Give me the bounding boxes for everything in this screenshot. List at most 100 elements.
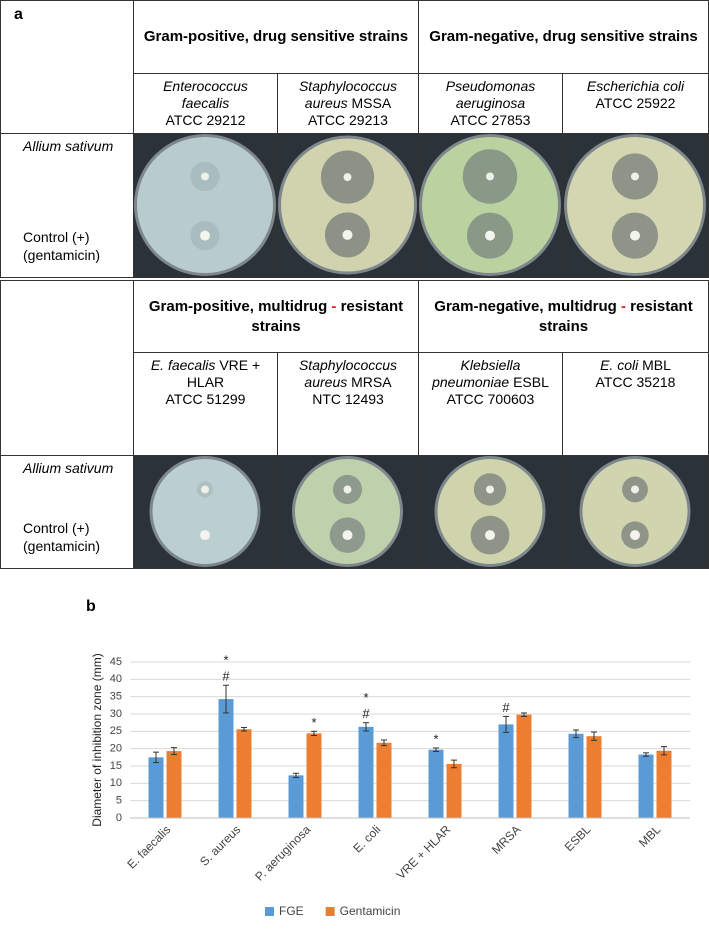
plate-photo bbox=[418, 455, 563, 569]
x-tick-label: P. aeruginosa bbox=[252, 822, 313, 883]
group-title: Gram-negative, multidrug - resistant str… bbox=[427, 297, 700, 337]
strain-name: Escherichia coli bbox=[569, 78, 702, 95]
plate-border bbox=[418, 133, 563, 278]
strain-cell: Pseudomonas aeruginosa ATCC 27853 bbox=[418, 73, 563, 134]
group-header: Gram-positive, drug sensitive strains bbox=[133, 0, 419, 74]
y-tick-label: 10 bbox=[110, 777, 122, 789]
bar bbox=[306, 733, 322, 818]
plate-border bbox=[562, 455, 709, 569]
row-label: Allium sativum bbox=[23, 460, 114, 476]
strain-tag: MRSA bbox=[351, 374, 392, 390]
species: E. faecalis bbox=[150, 357, 216, 373]
species: Enterococcus faecalis bbox=[163, 78, 248, 111]
species: Staphylococcus aureus bbox=[298, 357, 398, 390]
y-tick-label: 40 bbox=[110, 673, 122, 685]
bar bbox=[638, 754, 654, 818]
group-title: Gram-positive, drug sensitive strains bbox=[144, 27, 408, 47]
plate-photo bbox=[277, 455, 419, 569]
x-tick-label: S. aureus bbox=[197, 822, 243, 868]
row-label: Allium sativum bbox=[23, 138, 114, 154]
y-axis-label: Diameter of inhibition zone (mm) bbox=[90, 653, 104, 826]
x-tick-label: MBL bbox=[636, 822, 664, 850]
strain-code: NTC 12493 bbox=[312, 391, 384, 407]
row-label: Control (+) (gentamicin) bbox=[23, 229, 101, 263]
x-tick-label: MRSA bbox=[489, 822, 523, 856]
group-title: Gram-positive, multidrug - resistant str… bbox=[142, 297, 410, 337]
group-header: Gram-negative, multidrug - resistant str… bbox=[418, 280, 709, 353]
strain-code: ATCC 25922 bbox=[595, 95, 676, 111]
x-tick-label: VRE + HLAR bbox=[394, 822, 454, 882]
bar bbox=[218, 699, 234, 818]
group-header: Gram-negative, drug sensitive strains bbox=[418, 0, 709, 74]
plate-photo bbox=[277, 133, 419, 278]
group-title-part: Gram-negative, drug sensitive strains bbox=[429, 28, 698, 45]
significance-mark: * bbox=[433, 731, 438, 746]
group-title-part: resistant strains bbox=[251, 297, 404, 335]
group-title: Gram-negative, drug sensitive strains bbox=[429, 27, 697, 47]
legend-swatch bbox=[325, 907, 335, 916]
group-header: Gram-positive, multidrug - resistant str… bbox=[133, 280, 419, 353]
significance-mark: # bbox=[362, 706, 370, 721]
row-label-cell: Allium sativum Control (+) (gentamicin) bbox=[0, 455, 134, 569]
strain-cell: Staphylococcus aureus MRSA NTC 12493 bbox=[277, 352, 419, 456]
strain-cell: Enterococcus faecalis ATCC 29212 bbox=[133, 73, 278, 134]
strain-cell: Klebsiella pneumoniae ESBL ATCC 700603 bbox=[418, 352, 563, 456]
plate-photo bbox=[133, 455, 278, 569]
bar bbox=[288, 775, 304, 818]
y-tick-label: 45 bbox=[110, 656, 122, 668]
strain-tag: MSSA bbox=[351, 95, 392, 111]
strain-tag: VRE + HLAR bbox=[186, 357, 261, 390]
y-tick-label: 30 bbox=[110, 708, 122, 720]
plate-photo bbox=[418, 133, 563, 278]
plate-border bbox=[133, 133, 278, 278]
significance-mark: * bbox=[363, 690, 368, 705]
bar bbox=[148, 757, 164, 818]
bar bbox=[446, 763, 462, 818]
legend-label: FGE bbox=[279, 904, 304, 918]
x-tick-label: ESBL bbox=[562, 822, 594, 854]
bar bbox=[428, 749, 444, 818]
strain-cell: E. coli MBL ATCC 35218 bbox=[562, 352, 709, 456]
strain-name: E. coli MBL bbox=[569, 357, 702, 374]
strain-code: ATCC 27853 bbox=[450, 112, 531, 128]
strain-code: ATCC 35218 bbox=[595, 374, 676, 390]
row-label: Control (+) (gentamicin) bbox=[23, 520, 101, 554]
y-tick-label: 5 bbox=[116, 795, 122, 807]
strain-tag: MBL bbox=[642, 357, 671, 373]
strain-name: Enterococcus faecalis bbox=[140, 78, 271, 112]
legend-swatch bbox=[265, 907, 274, 916]
species: Staphylococcus aureus bbox=[298, 78, 398, 111]
bar bbox=[358, 726, 374, 818]
bar bbox=[516, 714, 532, 818]
group-title-part: Gram-positive, drug sensitive strains bbox=[143, 28, 409, 45]
strain-code: ATCC 29212 bbox=[165, 112, 246, 128]
y-tick-label: 25 bbox=[110, 725, 122, 737]
bar bbox=[586, 736, 602, 818]
strain-cell: Escherichia coli ATCC 25922 bbox=[562, 73, 709, 134]
strain-code: ATCC 51299 bbox=[165, 391, 246, 407]
group-title-part: - bbox=[621, 297, 626, 315]
significance-mark: # bbox=[502, 700, 510, 715]
panel-label: b bbox=[86, 598, 96, 615]
bar bbox=[376, 742, 392, 818]
plate-photo bbox=[562, 455, 709, 569]
significance-mark: * bbox=[311, 715, 316, 730]
strain-name: Pseudomonas aeruginosa bbox=[425, 78, 556, 112]
strain-cell: Staphylococcus aureus MSSA ATCC 29213 bbox=[277, 73, 419, 134]
y-tick-label: 0 bbox=[116, 812, 122, 824]
bar bbox=[166, 751, 182, 818]
x-tick-label: E. coli bbox=[350, 822, 383, 855]
strain-code: ATCC 29213 bbox=[308, 112, 388, 128]
strain-cell: E. faecalis VRE + HLAR ATCC 51299 bbox=[133, 352, 278, 456]
header-cell bbox=[0, 280, 134, 456]
significance-mark: * bbox=[223, 653, 228, 668]
strain-name: Klebsiella pneumoniae ESBL bbox=[425, 357, 556, 391]
plate-border bbox=[277, 133, 419, 278]
plate-border bbox=[418, 455, 563, 569]
bar bbox=[568, 733, 584, 818]
legend-label: Gentamicin bbox=[340, 904, 401, 918]
species: Klebsiella pneumoniae bbox=[432, 357, 521, 390]
plate-border bbox=[562, 133, 709, 278]
bar bbox=[498, 724, 514, 818]
